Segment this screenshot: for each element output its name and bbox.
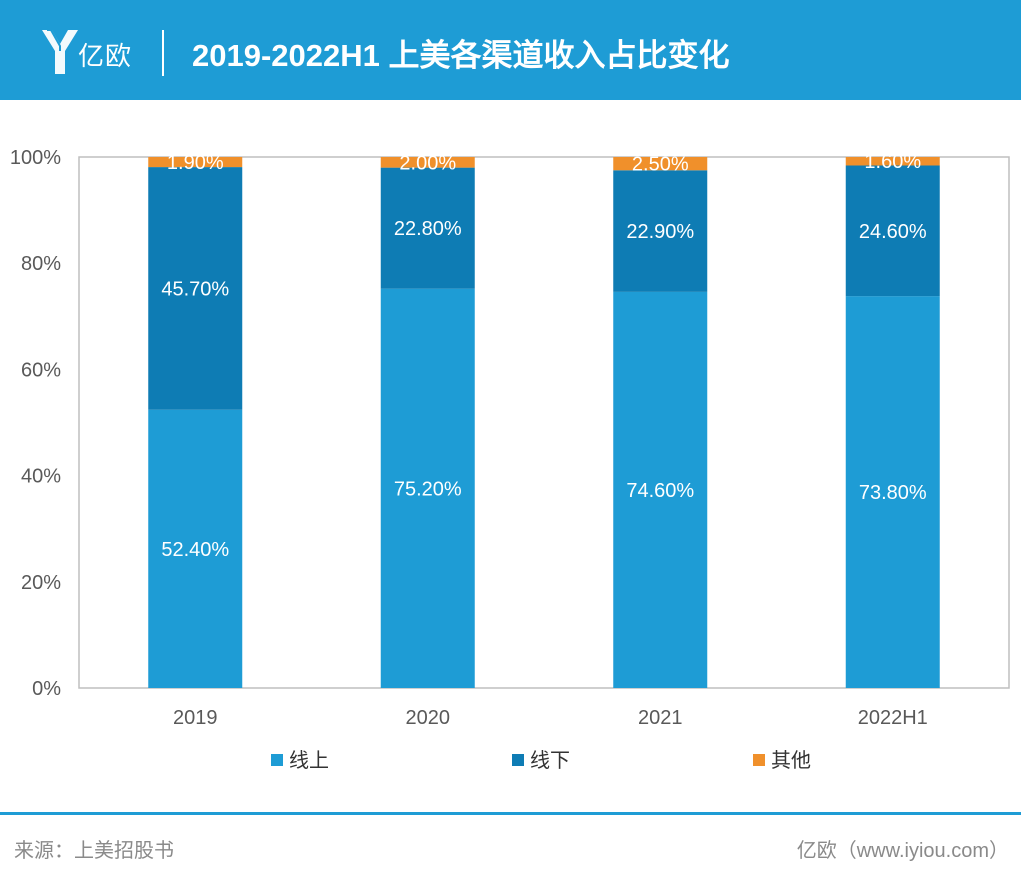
credit-note: 亿欧（www.iyiou.com） (796, 840, 1009, 862)
data-label: 1.90% (167, 152, 224, 174)
data-label: 24.60% (859, 221, 927, 243)
data-label: 2.50% (632, 154, 689, 176)
legend-label: 线上 (289, 749, 329, 772)
bar-segment (148, 167, 243, 410)
bar-segment (380, 157, 475, 168)
data-label: 2.00% (399, 152, 456, 174)
data-label: 22.80% (394, 218, 462, 240)
bar-segment (845, 157, 940, 166)
stacked-bar-chart: 0% 20% 40% 60% 80% 100% 52.40% 45.70% 1.90% 2019 7… (10, 147, 1010, 772)
x-tick-label: 2020 (406, 707, 451, 729)
y-tick-label: 100% (10, 147, 61, 169)
page-title: 2019-2022H1 上美各渠道收入占比变化 (192, 38, 730, 73)
legend-label: 其他 (771, 749, 811, 772)
bar-segment (380, 167, 475, 289)
data-label: 22.90% (626, 221, 694, 243)
bar-segment (148, 157, 243, 168)
bar-segment (613, 170, 708, 292)
bar-segment (380, 288, 475, 688)
legend-swatch (753, 754, 765, 766)
x-tick-label: 2021 (638, 707, 683, 729)
data-label: 75.20% (394, 478, 462, 500)
bar-segment (613, 157, 708, 171)
data-label: 52.40% (161, 539, 229, 561)
header-divider (162, 30, 164, 76)
y-tick-label: 20% (21, 572, 61, 594)
data-label: 74.60% (626, 480, 694, 502)
y-tick-label: 80% (21, 253, 61, 275)
source-note: 来源：上美招股书 (14, 840, 174, 862)
data-label: 73.80% (859, 482, 927, 504)
legend-label: 线下 (530, 749, 570, 772)
data-label: 1.60% (864, 151, 921, 173)
bar-segment (845, 296, 940, 688)
x-tick-label: 2019 (173, 707, 218, 729)
y-tick-label: 60% (21, 359, 61, 381)
data-label: 45.70% (161, 278, 229, 300)
footer-divider (0, 812, 1021, 815)
legend-swatch (271, 754, 283, 766)
x-tick-label: 2022H1 (858, 707, 928, 729)
legend-swatch (512, 754, 524, 766)
header-bar: 亿欧 2019-2022H1 上美各渠道收入占比变化 (0, 0, 1021, 100)
plot-frame (78, 156, 1010, 689)
y-tick-label: 40% (21, 466, 61, 488)
yiou-logo-icon (42, 29, 78, 74)
bar-segment (613, 291, 708, 688)
logo-text: 亿欧 (78, 41, 133, 71)
bar-segment (845, 165, 940, 297)
bar-segment (148, 409, 243, 688)
y-tick-label: 0% (32, 678, 61, 700)
